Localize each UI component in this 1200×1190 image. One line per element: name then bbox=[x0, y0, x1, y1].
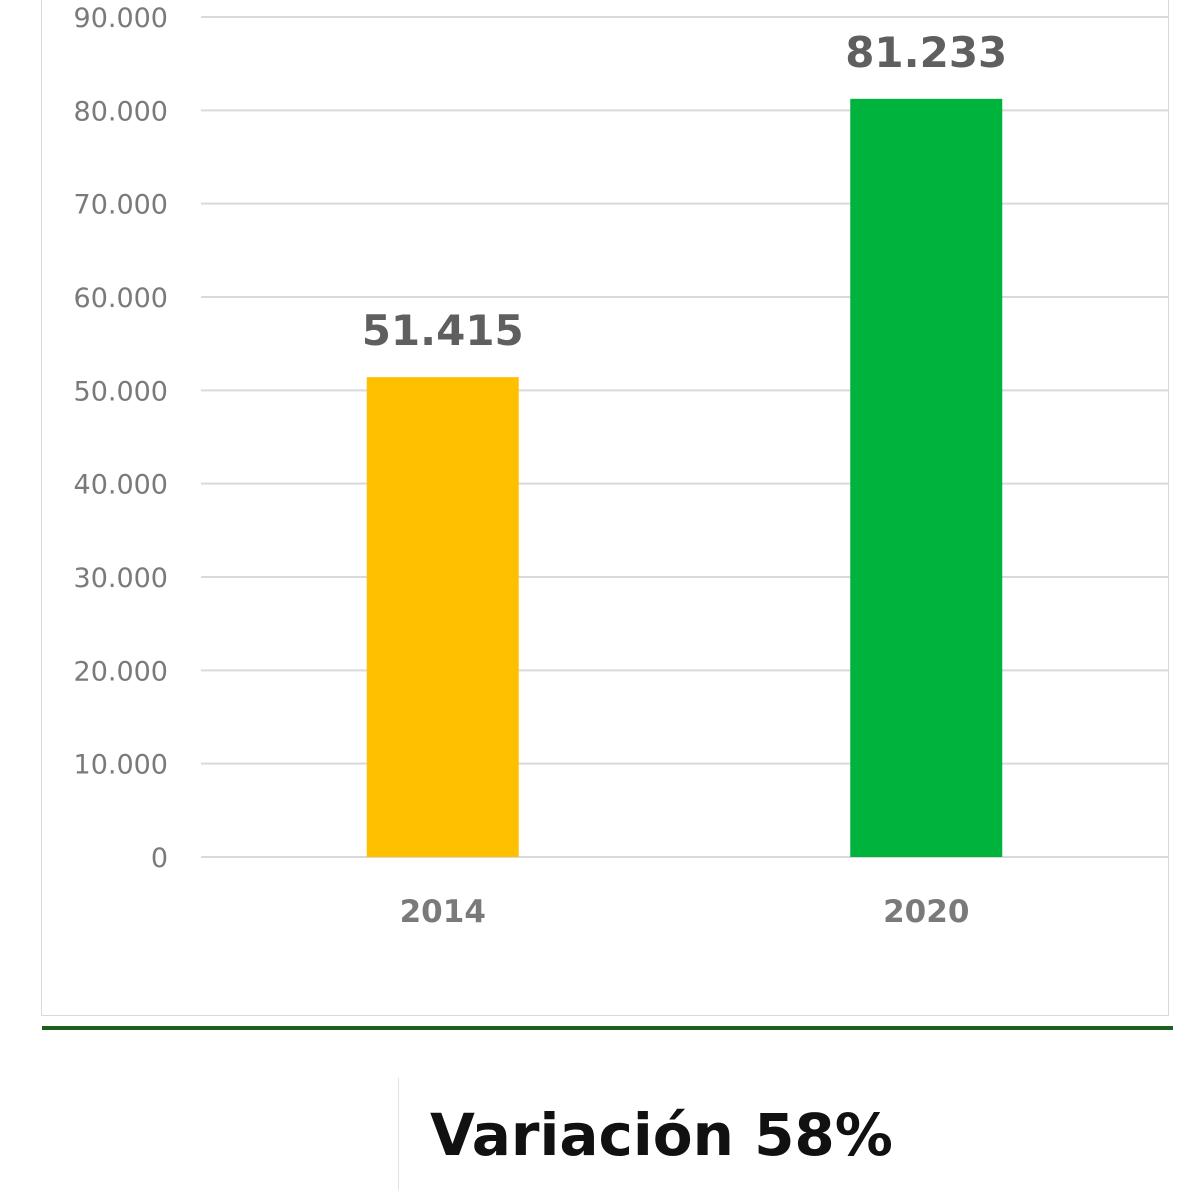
bar-2014 bbox=[366, 377, 519, 857]
y-tick-label: 20.000 bbox=[74, 656, 168, 687]
y-tick-label: 70.000 bbox=[74, 190, 168, 221]
data-label: 81.233 bbox=[845, 28, 1007, 77]
y-tick-label: 50.000 bbox=[74, 376, 168, 407]
y-tick-label: 60.000 bbox=[74, 283, 168, 314]
vertical-separator bbox=[398, 1078, 399, 1190]
bar-chart: 0 10.000 20.000 30.000 40.000 50.000 60.000 70.… bbox=[74, 3, 1168, 930]
divider-line bbox=[42, 1026, 1173, 1030]
y-tick-label: 10.000 bbox=[74, 750, 168, 781]
y-tick-label: 0 bbox=[151, 843, 168, 874]
y-tick-label: 90.000 bbox=[74, 3, 168, 34]
y-tick-label: 80.000 bbox=[74, 96, 168, 127]
bar-2020 bbox=[850, 98, 1003, 858]
y-tick-label: 40.000 bbox=[74, 470, 168, 501]
chart-area bbox=[41, 0, 1169, 1016]
data-label: 51.415 bbox=[362, 306, 524, 355]
x-category-label: 2014 bbox=[400, 894, 486, 930]
x-category-label: 2020 bbox=[883, 894, 969, 930]
y-tick-label: 30.000 bbox=[74, 563, 168, 594]
variation-label: Variación 58% bbox=[430, 1101, 893, 1169]
